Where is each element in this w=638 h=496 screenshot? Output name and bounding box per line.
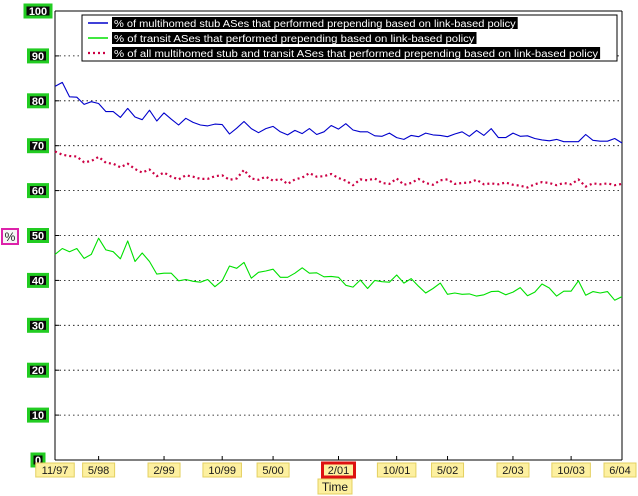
legend-label-bg-2 [112, 32, 477, 44]
y-axis-label: % [5, 230, 16, 244]
x-tick-box-6/04 [603, 462, 637, 478]
y-tick-label-50: 50 [32, 231, 44, 243]
y-tick-box-40 [27, 272, 49, 288]
y-tick-label-40: 40 [32, 275, 44, 287]
y-tick-box-30 [27, 317, 49, 333]
x-tick-box-10/03 [551, 462, 591, 478]
y-tick-label-10: 10 [32, 410, 44, 422]
x-tick-label-10/99: 10/99 [208, 465, 236, 477]
legend-label-1: % of multihomed stub ASes that performed… [114, 19, 516, 30]
legend-label-2: % of transit ASes that performed prepend… [114, 34, 475, 45]
y-tick-label-30: 30 [32, 320, 44, 332]
x-axis-label: Time [322, 480, 349, 494]
data-series [54, 81, 623, 301]
y-tick-label-80: 80 [32, 96, 44, 108]
x-axis-ticks: 11/97 5/98 2/99 10/99 5/00 2/01 10/01 5/02 2/03 1… [35, 456, 637, 479]
y-tick-label-60: 60 [32, 186, 44, 198]
x-tick-label-2/99: 2/99 [153, 465, 174, 477]
x-axis-label-box [317, 478, 353, 495]
x-tick-box-5/02 [431, 462, 465, 478]
legend-label-bg-1 [112, 17, 518, 29]
series-line-3 [54, 150, 623, 189]
x-tick-label-2/01: 2/01 [328, 465, 349, 477]
x-tick-box-2/99 [147, 462, 181, 478]
y-tick-box-100 [23, 3, 53, 19]
y-tick-box-80 [27, 93, 49, 109]
legend-label-3: % of all multihomed stub and transit ASe… [114, 49, 598, 60]
y-tick-box-60 [27, 183, 49, 199]
y-tick-label-0: 0 [35, 455, 41, 467]
legend: % of multihomed stub ASes that performed… [81, 14, 618, 62]
y-tick-label-70: 70 [32, 141, 44, 153]
x-tick-label-10/01: 10/01 [383, 465, 411, 477]
y-tick-box-90 [27, 48, 49, 64]
y-tick-label-100: 100 [29, 6, 47, 18]
y-tick-label-90: 90 [32, 51, 44, 63]
x-tick-box-11/97 [35, 462, 75, 478]
x-tick-box-10/99 [202, 462, 242, 478]
y-axis-ticks: 0 10 20 30 40 50 60 70 80 90 100 [23, 3, 59, 468]
x-tick-label-10/03: 10/03 [557, 465, 585, 477]
x-tick-label-5/02: 5/02 [437, 465, 458, 477]
y-tick-box-50 [27, 228, 49, 243]
series-line-2 [54, 237, 623, 301]
y-axis-label-box [1, 228, 19, 245]
y-tick-label-20: 20 [32, 365, 44, 377]
x-tick-label-2/03: 2/03 [502, 465, 523, 477]
x-tick-label-5/00: 5/00 [262, 465, 283, 477]
x-tick-box-10/01 [376, 462, 417, 478]
x-tick-label-6/04: 6/04 [609, 465, 630, 477]
y-tick-box-10 [27, 407, 49, 423]
x-tick-box-5/98 [82, 462, 116, 478]
series-line-1 [54, 81, 623, 144]
x-tick-box-5/00 [256, 462, 290, 478]
y-tick-box-70 [27, 138, 49, 154]
x-tick-label-11/97: 11/97 [42, 465, 69, 477]
x-tick-label-5/98: 5/98 [88, 465, 109, 477]
x-tick-box-2/03 [496, 462, 530, 478]
legend-label-bg-3 [112, 47, 601, 59]
y-tick-box-20 [27, 362, 49, 378]
x-tick-box-2/01 [321, 461, 356, 479]
grid-lines [55, 10, 622, 416]
